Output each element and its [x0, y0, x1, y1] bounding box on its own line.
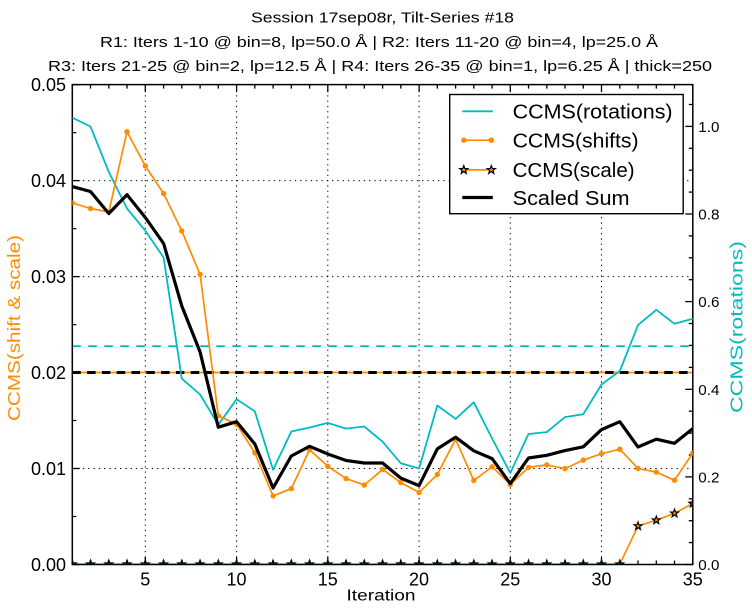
svg-text:CCMS(scale): CCMS(scale) [513, 159, 635, 182]
svg-text:R1: Iters 1-10 @ bin=8, lp=50.: R1: Iters 1-10 @ bin=8, lp=50.0 Å | R2: … [100, 34, 659, 51]
svg-text:15: 15 [318, 570, 338, 590]
svg-text:Session 17sep08r, Tilt-Series: Session 17sep08r, Tilt-Series #18 [251, 9, 514, 26]
svg-text:0.8: 0.8 [698, 207, 719, 224]
svg-text:CCMS(rotations): CCMS(rotations) [727, 241, 747, 413]
svg-text:0.6: 0.6 [698, 294, 719, 311]
svg-text:0.4: 0.4 [698, 382, 719, 399]
svg-text:0.04: 0.04 [31, 171, 66, 191]
svg-text:1.0: 1.0 [698, 119, 719, 136]
svg-text:0.03: 0.03 [31, 267, 66, 287]
svg-text:R3: Iters 21-25 @ bin=2, lp=12: R3: Iters 21-25 @ bin=2, lp=12.5 Å | R4:… [48, 58, 712, 75]
svg-text:0.05: 0.05 [31, 75, 66, 95]
svg-text:Iteration: Iteration [347, 588, 416, 605]
svg-text:0.01: 0.01 [31, 459, 66, 479]
svg-text:Scaled Sum: Scaled Sum [513, 187, 630, 210]
svg-text:CCMS(shifts): CCMS(shifts) [513, 130, 639, 153]
svg-text:CCMS(shift & scale): CCMS(shift & scale) [4, 235, 24, 421]
svg-text:30: 30 [592, 570, 612, 590]
svg-text:0.02: 0.02 [31, 363, 66, 383]
svg-text:0.2: 0.2 [698, 469, 719, 486]
svg-text:20: 20 [409, 570, 429, 590]
svg-text:10: 10 [227, 570, 247, 590]
svg-text:25: 25 [500, 570, 520, 590]
svg-text:CCMS(rotations): CCMS(rotations) [513, 101, 673, 124]
svg-text:35: 35 [683, 570, 703, 590]
svg-text:0.0: 0.0 [698, 557, 719, 574]
svg-text:5: 5 [140, 570, 150, 590]
svg-text:0.00: 0.00 [31, 555, 66, 575]
